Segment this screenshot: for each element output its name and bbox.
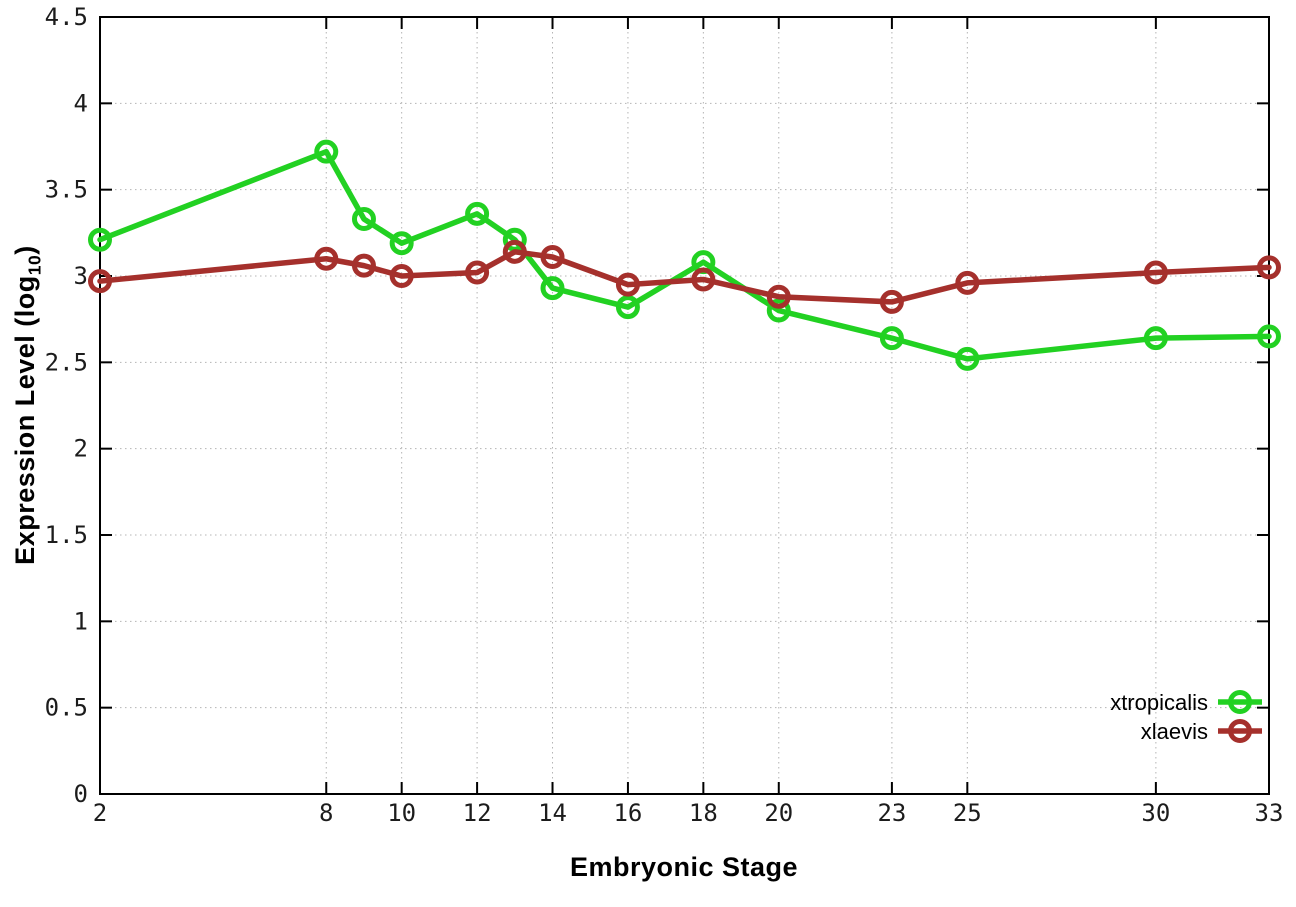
legend-label-xtropicalis: xtropicalis (1110, 690, 1208, 715)
x-tick-label: 25 (953, 799, 982, 827)
plot-border (99, 16, 1270, 795)
y-tick-label: 1 (74, 607, 88, 635)
data-point-xlaevis (955, 270, 980, 295)
y-axis-title: Expression Level (log10) (10, 105, 50, 705)
data-point-xlaevis (465, 260, 490, 285)
x-tick-label: 18 (689, 799, 718, 827)
series-line-xtropicalis (97, 148, 1272, 362)
y-axis-title-subscript: 10 (24, 254, 45, 276)
data-point-xlaevis (351, 253, 376, 278)
data-point-xlaevis (766, 284, 791, 309)
x-tick-label: 16 (613, 799, 642, 827)
data-point-xtropicalis (314, 139, 339, 164)
data-point-xlaevis (88, 269, 112, 294)
data-point-xtropicalis (766, 298, 791, 323)
x-tick-label: 2 (93, 799, 107, 827)
data-point-xlaevis (314, 246, 339, 271)
x-axis-title: Embryonic Stage (569, 852, 799, 882)
data-point-xlaevis (691, 267, 716, 292)
data-point-xtropicalis (540, 276, 565, 301)
y-tick-label: 4 (74, 89, 88, 117)
x-tick-label: 23 (877, 799, 906, 827)
y-tick-label: 2 (74, 435, 88, 463)
data-point-xtropicalis (879, 326, 904, 351)
data-point-xlaevis (1143, 260, 1168, 285)
data-point-xlaevis (615, 272, 640, 297)
legend-label-xlaevis: xlaevis (1141, 719, 1208, 744)
data-point-xlaevis (1257, 255, 1281, 280)
data-point-xlaevis (540, 245, 565, 270)
x-tick-label: 8 (319, 799, 333, 827)
y-axis-title-text: Expression Level (log (10, 275, 40, 565)
y-tick-label: 2.5 (45, 348, 88, 376)
data-point-xtropicalis (615, 295, 640, 320)
y-tick-label: 0 (74, 780, 88, 808)
x-tick-label: 20 (764, 799, 793, 827)
data-point-xtropicalis (88, 227, 112, 252)
x-tick-label: 33 (1255, 799, 1284, 827)
y-tick-label: 3 (74, 262, 88, 290)
data-point-xlaevis (502, 239, 527, 264)
series-line-xlaevis (97, 249, 1272, 305)
legend-marker-xlaevis (1228, 719, 1252, 743)
data-point-xtropicalis (389, 231, 414, 256)
y-tick-label: 4.5 (45, 3, 88, 31)
legend-marker-xtropicalis (1228, 690, 1252, 714)
data-point-xtropicalis (351, 207, 376, 232)
y-tick-label: 0.5 (45, 694, 88, 722)
y-axis-title-close: ) (10, 245, 40, 255)
y-tick-label: 1.5 (45, 521, 88, 549)
x-tick-label: 10 (387, 799, 416, 827)
data-point-xlaevis (389, 264, 414, 288)
data-point-xlaevis (879, 289, 904, 314)
x-tick-label: 12 (463, 799, 492, 827)
x-tick-label: 30 (1141, 799, 1170, 827)
y-tick-label: 3.5 (45, 176, 88, 204)
data-point-xtropicalis (465, 201, 490, 226)
data-point-xtropicalis (1257, 324, 1281, 349)
x-tick-label: 14 (538, 799, 567, 827)
data-point-xtropicalis (1143, 326, 1168, 351)
data-point-xtropicalis (955, 346, 980, 371)
